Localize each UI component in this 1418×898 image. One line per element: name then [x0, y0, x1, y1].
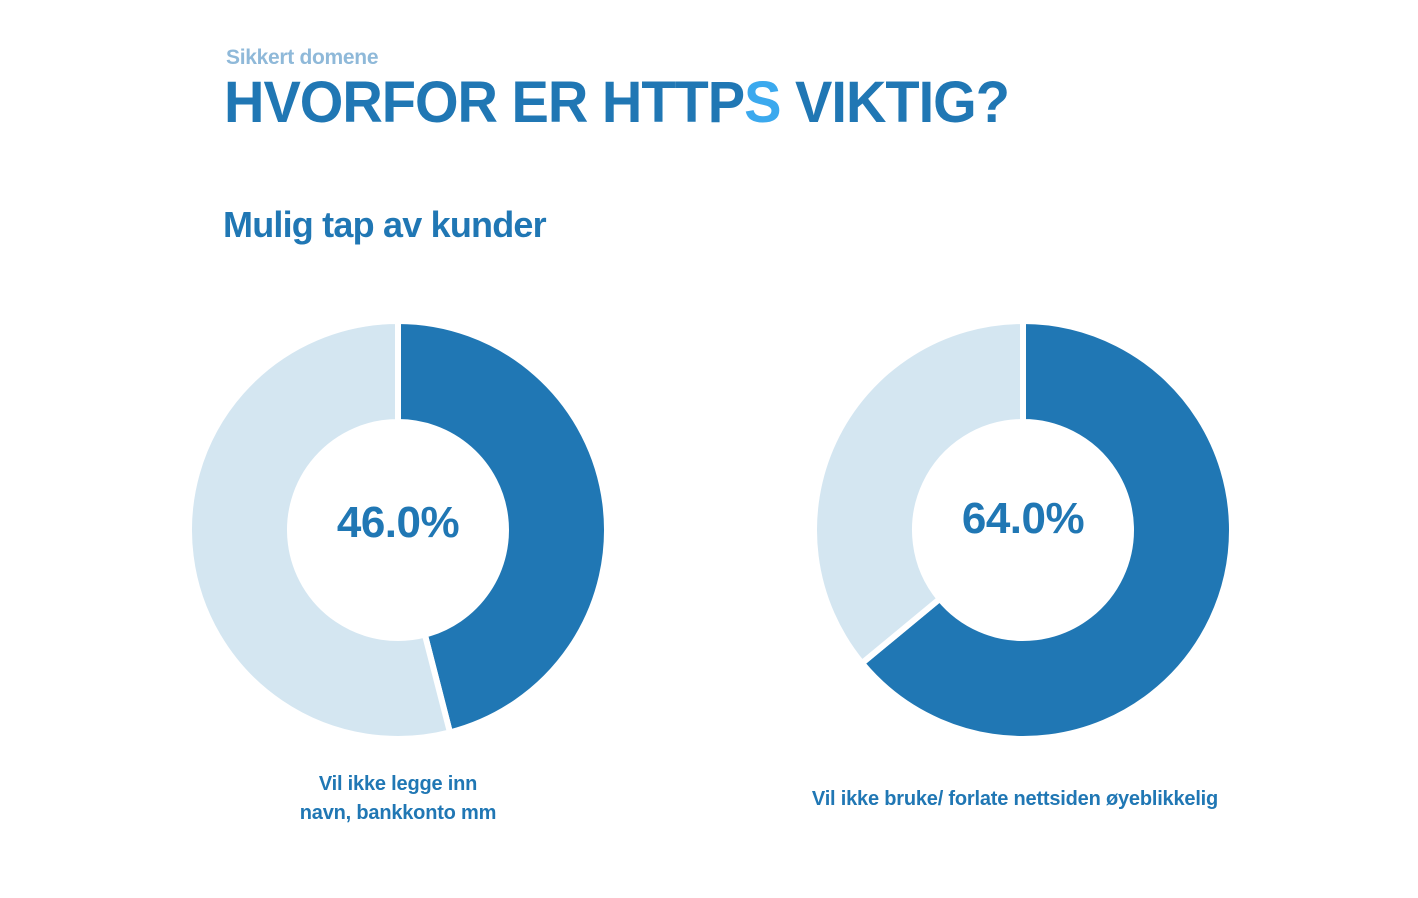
title-part-1: HVORFOR ER HTTP — [224, 69, 745, 135]
donut-chart-1-caption-line-2: navn, bankkonto mm — [299, 802, 497, 824]
donut-chart-1-center-value: 46.0% — [336, 498, 460, 547]
donut-chart-1-svg — [186, 318, 610, 742]
title-part-2: VIKTIG? — [780, 69, 1010, 135]
donut-slice-remainder — [811, 318, 1026, 667]
donut-chart-2: 64.0% — [811, 318, 1235, 742]
donut-chart-2-caption: Vil ikke bruke/ forlate nettsiden øyebli… — [811, 788, 1219, 810]
donut-chart-2-center-value: 64.0% — [961, 494, 1085, 543]
donut-chart-1-caption: Vil ikke legge inn navn, bankkonto mm — [238, 770, 558, 828]
title-accent-letter: S — [744, 69, 781, 135]
page-title: HVORFOR ER HTTPS VIKTIG? — [224, 68, 1010, 136]
donut-chart-1-caption-line-1: Vil ikke legge inn — [318, 773, 478, 795]
donut-chart-1: 46.0% — [186, 318, 610, 742]
donut-slice-primary — [395, 318, 610, 736]
donut-slice-remainder — [186, 318, 453, 742]
donut-slice-primary — [858, 318, 1235, 742]
donut-chart-2-svg — [811, 318, 1235, 742]
chart-section-title: Mulig tap av kunder — [223, 204, 547, 245]
eyebrow-label: Sikkert domene — [226, 46, 379, 69]
